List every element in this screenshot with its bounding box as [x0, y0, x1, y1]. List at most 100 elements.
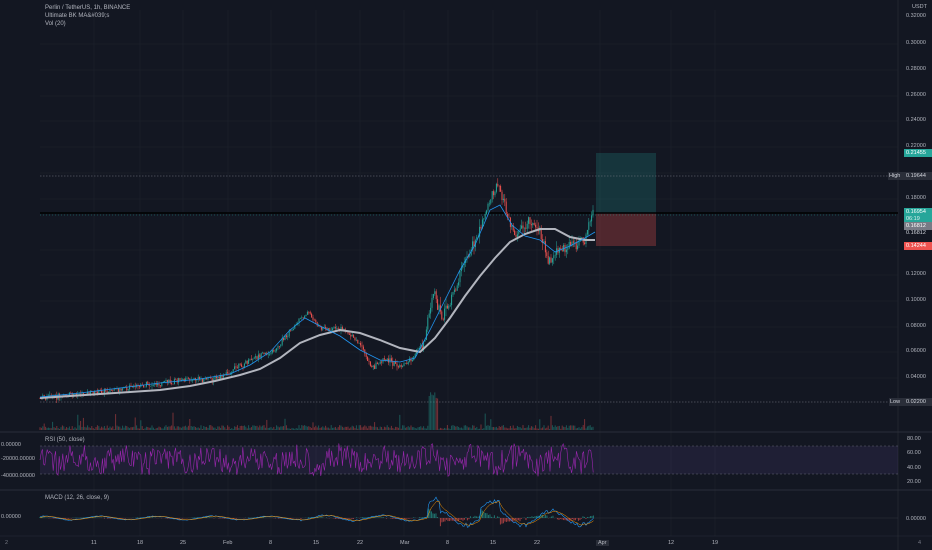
candle-body — [155, 383, 157, 386]
macd-histogram-bar — [430, 511, 432, 518]
volume-bar — [386, 425, 388, 430]
volume-bar — [483, 428, 485, 430]
volume-bar — [116, 425, 118, 430]
volume-bar — [312, 422, 314, 430]
volume-bar — [390, 425, 392, 430]
candle-body — [210, 377, 212, 379]
candle-body — [378, 363, 380, 365]
rsi-legend[interactable]: RSI (50, close) — [45, 437, 85, 443]
volume-bar — [53, 427, 55, 430]
candle-body — [390, 358, 392, 361]
volume-bar — [101, 426, 103, 430]
macd-histogram-bar — [498, 516, 500, 518]
volume-bar — [57, 428, 59, 430]
candle-body — [301, 317, 303, 319]
target-zone[interactable] — [596, 153, 656, 213]
candle-body — [368, 361, 370, 362]
candle-body — [522, 225, 524, 229]
indicator-legend[interactable]: Ultimate BK MA&#039;s — [45, 13, 110, 19]
candle-body — [577, 245, 579, 250]
volume-bar — [544, 428, 546, 430]
candle-body — [409, 358, 411, 362]
volume-bar — [446, 425, 448, 430]
volume-bar — [584, 419, 586, 430]
macd-histogram-bar — [574, 518, 576, 521]
volume-bar — [269, 427, 271, 430]
macd-histogram-bar — [573, 518, 575, 521]
candle-body — [249, 358, 251, 360]
candle-body — [389, 358, 391, 363]
volume-bar — [88, 427, 90, 430]
volume-bar — [400, 428, 402, 430]
volume-bar — [227, 425, 229, 430]
volume-bar — [543, 425, 545, 430]
volume-bar — [276, 425, 278, 430]
volume-bar — [334, 426, 336, 430]
macd-histogram-bar — [345, 518, 347, 520]
volume-bar — [420, 426, 422, 430]
candle-body — [179, 378, 181, 381]
volume-bar — [411, 427, 413, 430]
macd-histogram-bar — [178, 518, 180, 519]
macd-histogram-bar — [58, 518, 60, 519]
volume-bar — [110, 427, 112, 430]
currency-label[interactable]: USDT — [912, 4, 927, 10]
volume-bar — [378, 428, 380, 430]
candle-body — [410, 358, 412, 362]
volume-bar — [465, 425, 467, 430]
volume-bar — [530, 426, 532, 430]
low-price-tag: 0.02200 — [904, 398, 932, 406]
volume-bar — [211, 426, 213, 430]
candle-body — [357, 339, 359, 344]
candle-body — [71, 393, 73, 396]
volume-bar — [84, 426, 86, 430]
volume-bar — [432, 395, 434, 430]
macd-histogram-bar — [136, 517, 138, 518]
candle-body — [316, 322, 318, 326]
macd-histogram-bar — [423, 517, 425, 518]
candle-body — [386, 358, 388, 361]
symbol-legend[interactable]: Perlin / TetherUS, 1h, BINANCE — [45, 5, 131, 11]
macd-histogram-bar — [205, 517, 207, 518]
candle-body — [218, 376, 220, 379]
stop-zone[interactable] — [596, 213, 656, 246]
candle-body — [565, 249, 567, 253]
candle-body — [255, 356, 257, 358]
candle-body — [372, 365, 374, 368]
candle-body — [360, 342, 362, 346]
auto-scale-corner[interactable]: 4 — [918, 540, 922, 546]
macd-histogram-bar — [300, 518, 302, 520]
volume-bar — [190, 425, 192, 430]
volume-bar — [294, 428, 296, 430]
macd-legend[interactable]: MACD (12, 26, close, 9) — [45, 495, 110, 501]
price-axis-label: 0.32000 — [906, 13, 926, 19]
candle-body — [589, 221, 591, 223]
volume-bar — [336, 428, 338, 430]
volume-bar — [264, 427, 266, 430]
candle-body — [500, 185, 502, 192]
volume-bar — [182, 426, 184, 430]
candle-body — [127, 389, 129, 391]
volume-bar — [70, 428, 72, 430]
volume-legend[interactable]: Vol (20) — [45, 21, 66, 27]
candle-body — [182, 378, 184, 381]
volume-bar — [319, 427, 321, 430]
time-axis-label: Mar — [400, 540, 410, 546]
volume-bar — [540, 428, 542, 430]
candle-body — [532, 223, 534, 226]
volume-bar — [257, 427, 259, 430]
volume-bar — [449, 428, 451, 430]
volume-bar — [235, 426, 237, 430]
macd-histogram-bar — [435, 513, 437, 518]
macd-histogram-bar — [451, 518, 453, 521]
volume-bar — [95, 427, 97, 430]
candle-body — [229, 373, 231, 375]
candle-body — [425, 329, 427, 340]
volume-bar — [466, 426, 468, 430]
volume-bar — [332, 427, 334, 430]
macd-histogram-bar — [390, 518, 392, 519]
volume-bar — [200, 425, 202, 430]
settings-corner[interactable]: 2 — [5, 540, 9, 546]
candle-body — [528, 217, 530, 224]
